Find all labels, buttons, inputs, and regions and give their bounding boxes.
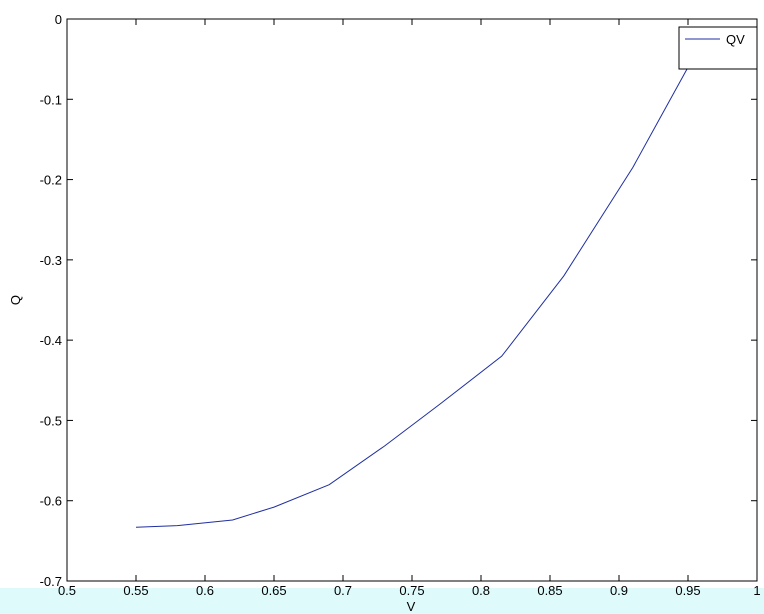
bottom-band — [0, 588, 764, 614]
y-axis-label: Q — [8, 295, 23, 305]
plot-area — [66, 18, 758, 582]
x-axis-label: V — [407, 599, 416, 614]
x-tick-label: 0.75 — [399, 583, 424, 598]
legend-box — [678, 26, 758, 70]
y-tick-label: 0 — [55, 12, 62, 27]
x-tick-label: 0.65 — [261, 583, 286, 598]
y-axis: 0 -0.1 -0.2 -0.3 -0.4 -0.5 -0.6 -0.7 — [40, 12, 757, 589]
x-tick-label: 0.55 — [123, 583, 148, 598]
series-line-qv — [135, 66, 744, 528]
y-tick-label: -0.6 — [40, 494, 62, 509]
x-tick-label: 0.8 — [472, 583, 490, 598]
y-tick-label: -0.5 — [40, 413, 62, 428]
x-tick-label: 1 — [753, 583, 760, 598]
x-tick-label: 0.9 — [610, 583, 628, 598]
y-tick-label: -0.7 — [40, 574, 62, 589]
y-tick-label: -0.4 — [40, 333, 62, 348]
x-axis: 0.5 0.55 0.6 0.65 0.7 0.75 0.8 0.85 0.9 0.95 1 — [58, 19, 761, 598]
y-tick-label: -0.2 — [40, 173, 62, 188]
x-tick-label: 0.85 — [537, 583, 562, 598]
x-tick-label: 0.7 — [334, 583, 352, 598]
y-tick-label: -0.3 — [40, 253, 62, 268]
series-layer — [135, 66, 744, 528]
legend-label-qv: QV — [726, 32, 745, 47]
x-tick-label: 0.5 — [58, 583, 76, 598]
legend: QV — [678, 26, 758, 70]
x-tick-label: 0.95 — [675, 583, 700, 598]
x-tick-label: 0.6 — [196, 583, 214, 598]
y-tick-label: -0.1 — [40, 92, 62, 107]
